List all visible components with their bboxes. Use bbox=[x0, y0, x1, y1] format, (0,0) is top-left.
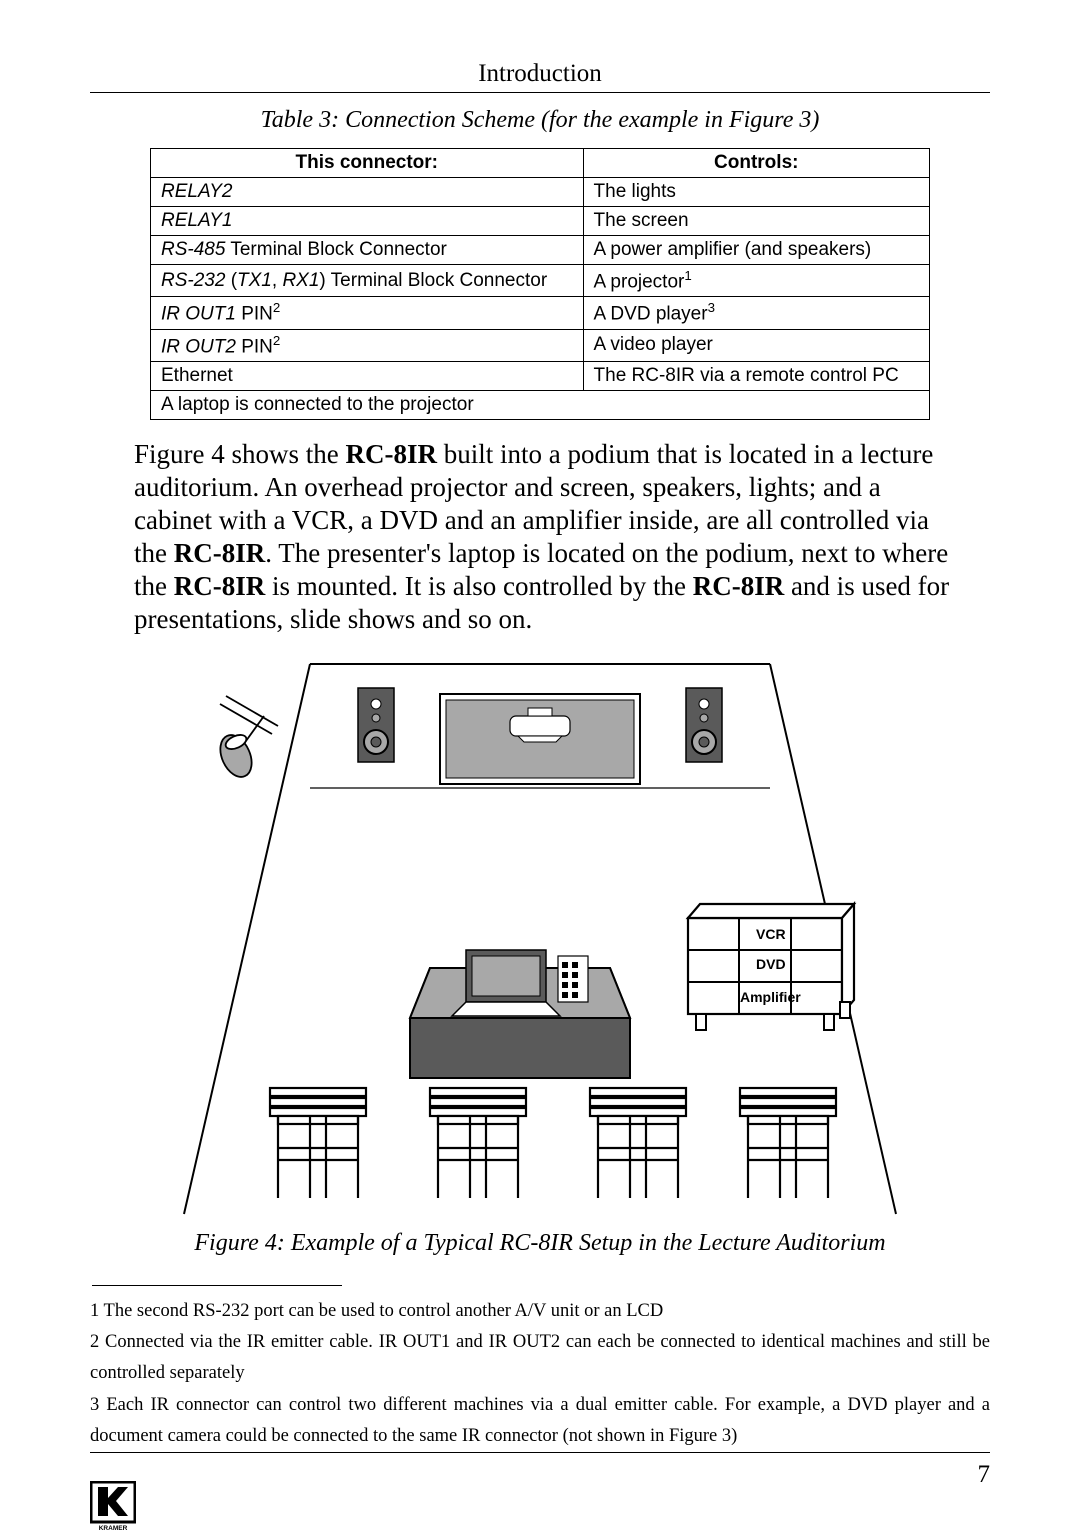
footnote-3: 3 Each IR connector can control two diff… bbox=[90, 1390, 990, 1453]
page-footer: 7 KRAMER bbox=[90, 1452, 990, 1489]
footnote-2: 2 Connected via the IR emitter cable. IR… bbox=[90, 1327, 990, 1390]
connection-table: This connector: Controls: RELAY2The ligh… bbox=[150, 148, 930, 420]
footnote-1: 1 The second RS-232 port can be used to … bbox=[90, 1296, 990, 1327]
figure-caption: Figure 4: Example of a Typical RC-8IR Se… bbox=[90, 1230, 990, 1257]
table-header-controls: Controls: bbox=[583, 149, 929, 178]
table-row-span: A laptop is connected to the projector bbox=[151, 390, 930, 419]
table-row: RELAY2The lights bbox=[151, 178, 930, 207]
table-row: EthernetThe RC-8IR via a remote control … bbox=[151, 361, 930, 390]
svg-text:KRAMER: KRAMER bbox=[99, 1525, 128, 1531]
section-header: Introduction bbox=[90, 60, 990, 93]
cabinet-label-amp: Amplifier bbox=[740, 989, 801, 1005]
table-row: RELAY1The screen bbox=[151, 207, 930, 236]
cabinet-label-vcr: VCR bbox=[756, 926, 786, 942]
table-caption: Table 3: Connection Scheme (for the exam… bbox=[90, 107, 990, 134]
table-header-connector: This connector: bbox=[151, 149, 584, 178]
table-row: IR OUT1 PIN2A DVD player3 bbox=[151, 297, 930, 329]
footnote-separator bbox=[92, 1285, 342, 1286]
cabinet-label-dvd: DVD bbox=[756, 956, 786, 972]
table-row: RS-485 Terminal Block ConnectorA power a… bbox=[151, 236, 930, 265]
footnotes: 1 The second RS-232 port can be used to … bbox=[90, 1296, 990, 1453]
body-paragraph: Figure 4 shows the RC-8IR built into a p… bbox=[134, 438, 964, 636]
page-number: 7 bbox=[90, 1461, 990, 1489]
kramer-logo: KRAMER bbox=[90, 1481, 136, 1536]
table-row: IR OUT2 PIN2A video player bbox=[151, 329, 930, 361]
figure-4: VCR DVD Amplifier bbox=[180, 658, 900, 1218]
table-row: RS-232 (TX1, RX1) Terminal Block Connect… bbox=[151, 265, 930, 297]
